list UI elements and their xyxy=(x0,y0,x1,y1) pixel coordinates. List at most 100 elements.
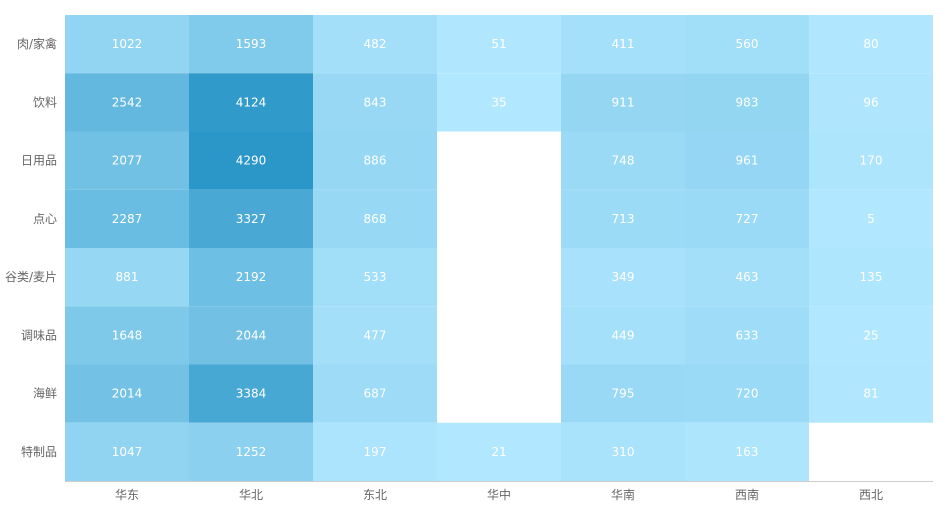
heatmap-cell-value: 449 xyxy=(612,328,635,342)
heatmap-cell-value: 795 xyxy=(612,387,635,401)
heatmap-cell xyxy=(189,364,313,423)
heatmap-cell-value: 170 xyxy=(860,154,883,168)
heatmap-cell-value: 533 xyxy=(364,270,387,284)
heatmap-cell xyxy=(65,189,189,248)
heatmap-cell-labels: 1022 1593 482 51 411 560 80 2542 4124 843 35 911 983… xyxy=(112,37,883,459)
heatmap-cell-value: 96 xyxy=(863,95,878,109)
heatmap-cell xyxy=(809,15,933,74)
heatmap-cell-value: 560 xyxy=(736,37,759,51)
heatmap-cell xyxy=(561,422,685,481)
heatmap-cell-value: 713 xyxy=(612,212,635,226)
heatmap-cell xyxy=(685,131,809,190)
heatmap-cell-value: 868 xyxy=(364,212,387,226)
heatmap-cell-value: 80 xyxy=(863,37,878,51)
heatmap-cell-value: 983 xyxy=(736,95,759,109)
heatmap-cell-value: 727 xyxy=(736,212,759,226)
heatmap-cell-value: 3327 xyxy=(236,212,267,226)
heatmap-cell-value: 4290 xyxy=(236,154,267,168)
heatmap-cell-value: 1022 xyxy=(112,37,143,51)
heatmap-cell-value: 35 xyxy=(491,95,506,109)
heatmap-cell-value: 4124 xyxy=(236,95,267,109)
heatmap-cell-value: 463 xyxy=(736,270,759,284)
y-axis-tick-label: 饮料 xyxy=(33,95,57,109)
heatmap-cell-value: 1593 xyxy=(236,37,267,51)
heatmap-cell xyxy=(313,15,437,74)
heatmap-cell-value: 2044 xyxy=(236,328,267,342)
x-axis-tick-label: 西南 xyxy=(735,487,759,502)
heatmap-cell-value: 961 xyxy=(736,154,759,168)
heatmap-cell-value: 886 xyxy=(364,154,387,168)
heatmap-cell xyxy=(189,73,313,132)
x-axis-tick-label: 华东 xyxy=(115,488,139,502)
heatmap-cell-value: 135 xyxy=(860,270,883,284)
y-axis-tick-label: 特制品 xyxy=(21,444,57,459)
heatmap-cell xyxy=(809,364,933,423)
heatmap-cell xyxy=(313,73,437,132)
heatmap-cell xyxy=(809,131,933,190)
heatmap-cell xyxy=(65,73,189,132)
heatmap-cell xyxy=(189,422,313,481)
heatmap-cell xyxy=(685,306,809,365)
heatmap-cell-value: 197 xyxy=(364,445,387,459)
heatmap-cell-value: 748 xyxy=(612,154,635,168)
heatmap-cell xyxy=(189,189,313,248)
heatmap-cell-value: 2192 xyxy=(236,270,267,284)
heatmap-cell xyxy=(313,131,437,190)
heatmap-cell-value: 81 xyxy=(863,387,878,401)
heatmap-cells xyxy=(65,15,933,481)
y-axis-tick-label: 海鲜 xyxy=(33,386,57,401)
heatmap-cell xyxy=(313,364,437,423)
x-axis-tick-label: 东北 xyxy=(363,488,387,502)
x-axis-tick-labels: 华东 华北 东北 华中 华南 西南 西北 xyxy=(115,487,883,502)
heatmap-cell xyxy=(313,189,437,248)
heatmap-cell-value: 2014 xyxy=(112,387,143,401)
heatmap-cell xyxy=(809,189,933,248)
heatmap-cell-value: 349 xyxy=(612,270,635,284)
heatmap-cell-value: 5 xyxy=(867,212,875,226)
y-axis-tick-label: 肉/家禽 xyxy=(17,36,57,51)
heatmap-cell xyxy=(313,306,437,365)
heatmap-cell xyxy=(561,189,685,248)
heatmap-cell-value: 1252 xyxy=(236,445,267,459)
heatmap-cell xyxy=(189,131,313,190)
heatmap-cell-value: 310 xyxy=(612,445,635,459)
heatmap-cell xyxy=(561,15,685,74)
heatmap-cell xyxy=(685,189,809,248)
heatmap-cell xyxy=(685,73,809,132)
heatmap-cell-value: 881 xyxy=(116,270,139,284)
heatmap-cell xyxy=(437,15,561,74)
heatmap-cell xyxy=(561,73,685,132)
heatmap-cell xyxy=(561,248,685,307)
heatmap-cell xyxy=(561,306,685,365)
heatmap-cell-value: 25 xyxy=(863,328,878,342)
heatmap-cell xyxy=(313,248,437,307)
heatmap-cell-value: 2542 xyxy=(112,95,143,109)
heatmap-cell-value: 1648 xyxy=(112,328,143,342)
heatmap-cell xyxy=(313,422,437,481)
heatmap-cell xyxy=(189,15,313,74)
heatmap-cell xyxy=(809,73,933,132)
heatmap-cell-value: 2287 xyxy=(112,212,143,226)
heatmap-cell xyxy=(685,248,809,307)
heatmap-cell-value: 482 xyxy=(364,37,387,51)
heatmap-cell xyxy=(65,248,189,307)
heatmap-cell-value: 21 xyxy=(491,445,506,459)
heatmap-cell xyxy=(65,306,189,365)
y-axis-tick-label: 点心 xyxy=(33,212,57,226)
heatmap-cell xyxy=(809,248,933,307)
heatmap-cell-value: 3384 xyxy=(236,387,267,401)
heatmap-cell-value: 163 xyxy=(736,445,759,459)
heatmap-cell xyxy=(437,422,561,481)
y-axis-tick-label: 日用品 xyxy=(21,154,57,168)
heatmap-cell xyxy=(189,306,313,365)
heatmap-cell-value: 51 xyxy=(491,37,506,51)
x-axis-tick-label: 华中 xyxy=(487,487,511,502)
heatmap-cell xyxy=(65,131,189,190)
heatmap-cell xyxy=(685,422,809,481)
heatmap-cell-value: 2077 xyxy=(112,154,143,168)
heatmap-cell xyxy=(65,422,189,481)
heatmap-cell xyxy=(685,15,809,74)
x-axis-tick-label: 西北 xyxy=(859,488,883,502)
heatmap-cell xyxy=(65,15,189,74)
